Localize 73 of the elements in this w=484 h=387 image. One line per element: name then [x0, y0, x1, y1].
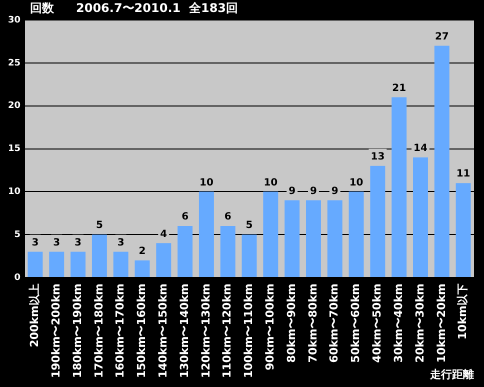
- bar: [70, 252, 86, 278]
- x-tick-label: 180km〜190km: [70, 284, 84, 378]
- y-tick-label: 30: [8, 15, 21, 26]
- bar: [306, 200, 321, 278]
- data-label: 27: [434, 31, 449, 42]
- y-tick-label: 0: [14, 272, 21, 283]
- data-label: 3: [117, 237, 124, 248]
- bar: [28, 252, 43, 278]
- x-tick-label: 140km〜150km: [156, 284, 170, 378]
- x-tick-label: 80km〜90km: [284, 284, 298, 363]
- bar: [327, 200, 342, 278]
- x-axis-title: 走行距離: [429, 368, 474, 381]
- x-tick-label: 10km〜20km: [434, 284, 448, 363]
- bar: [456, 183, 471, 278]
- bar: [92, 234, 107, 278]
- bar: [178, 226, 193, 278]
- x-tick-label: 190km〜200km: [49, 284, 62, 378]
- data-label: 3: [53, 237, 60, 248]
- bar: [198, 192, 214, 278]
- bar: [370, 166, 386, 278]
- data-label: 2: [138, 246, 146, 257]
- data-label: 3: [32, 237, 39, 248]
- bar: [49, 252, 64, 278]
- bar: [134, 260, 150, 278]
- x-tick-label: 120km〜130km: [199, 284, 212, 378]
- y-tick-label: 10: [8, 187, 21, 198]
- x-tick-label: 50km〜60km: [349, 284, 362, 363]
- bar: [284, 200, 300, 278]
- y-tick-label: 20: [8, 101, 21, 112]
- data-label: 9: [288, 186, 296, 197]
- bar: [434, 46, 450, 278]
- y-tick-label: 5: [14, 230, 21, 240]
- x-tick-label: 60km〜70km: [328, 284, 341, 363]
- data-label: 10: [264, 177, 278, 188]
- x-tick-label: 70km〜80km: [306, 284, 320, 363]
- data-label: 11: [456, 168, 470, 180]
- x-tick-label: 130km〜140km: [178, 284, 191, 378]
- x-tick-label: 20km〜30km: [413, 284, 426, 363]
- data-label: 14: [414, 142, 428, 154]
- bar: [413, 157, 428, 278]
- data-label: 10: [349, 177, 364, 188]
- y-tick-label: 25: [8, 58, 21, 68]
- x-tick-label: 40km〜50km: [370, 284, 384, 363]
- data-label: 6: [182, 212, 189, 223]
- x-tick-label: 100km〜110km: [242, 284, 256, 378]
- data-label: 4: [160, 228, 168, 240]
- bar: [220, 226, 236, 278]
- data-label: 9: [331, 186, 338, 197]
- data-label: 5: [96, 220, 103, 232]
- bar: [113, 252, 128, 278]
- x-tick-label: 150km〜160km: [135, 284, 148, 378]
- x-tick-label: 10km以下: [456, 284, 470, 340]
- chart-title: 2006.7〜2010.1 全183回: [76, 1, 238, 16]
- data-label: 6: [224, 212, 232, 223]
- x-tick-label: 30km〜40km: [392, 284, 405, 363]
- bar: [263, 192, 278, 278]
- x-tick-label: 160km〜170km: [114, 284, 127, 378]
- bar: [242, 234, 257, 278]
- y-tick-label: 15: [8, 144, 21, 154]
- data-label: 21: [392, 82, 406, 94]
- x-tick-label: 200km以上: [28, 284, 42, 348]
- y-axis-title: 回数: [30, 1, 55, 16]
- data-label: 5: [246, 220, 253, 232]
- x-tick-label: 170km〜180km: [92, 284, 106, 378]
- data-label: 13: [370, 152, 385, 163]
- data-label: 3: [74, 237, 82, 248]
- data-label: 9: [310, 186, 317, 197]
- x-tick-label: 110km〜120km: [220, 284, 234, 378]
- data-label: 10: [199, 177, 214, 188]
- x-tick-label: 90km〜100km: [264, 284, 277, 370]
- bar: [156, 243, 172, 278]
- bar: [348, 192, 364, 278]
- bar: [392, 97, 407, 278]
